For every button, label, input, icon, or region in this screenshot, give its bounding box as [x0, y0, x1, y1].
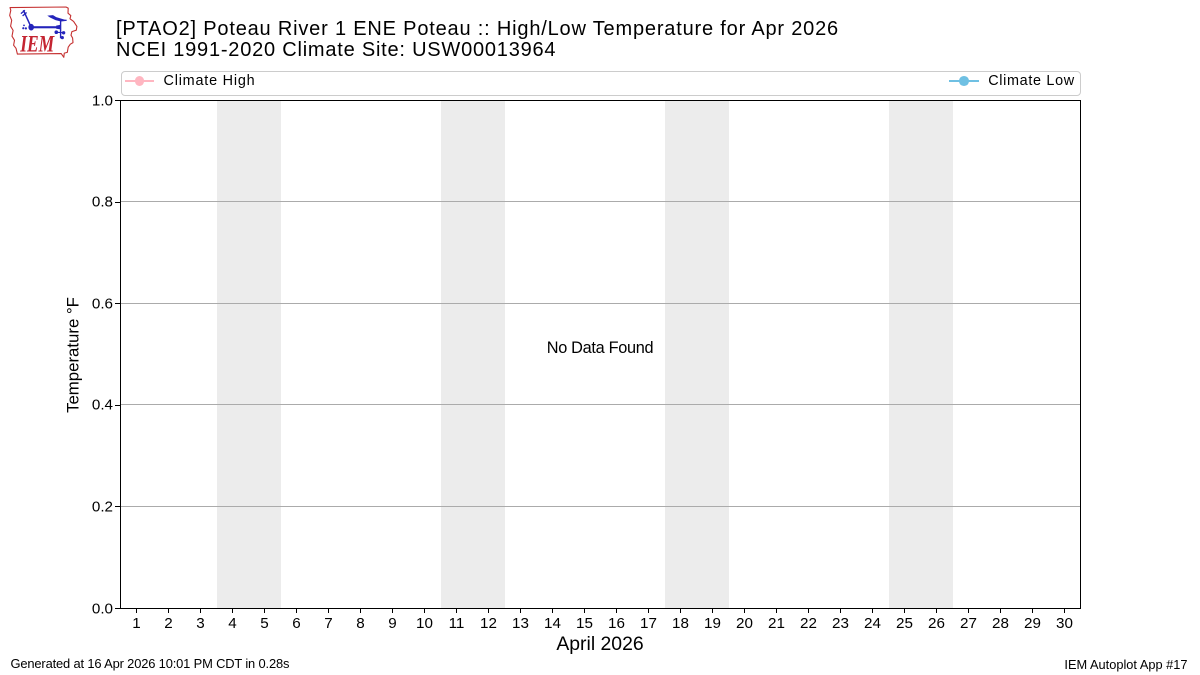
svg-text:IEM: IEM — [19, 32, 55, 57]
